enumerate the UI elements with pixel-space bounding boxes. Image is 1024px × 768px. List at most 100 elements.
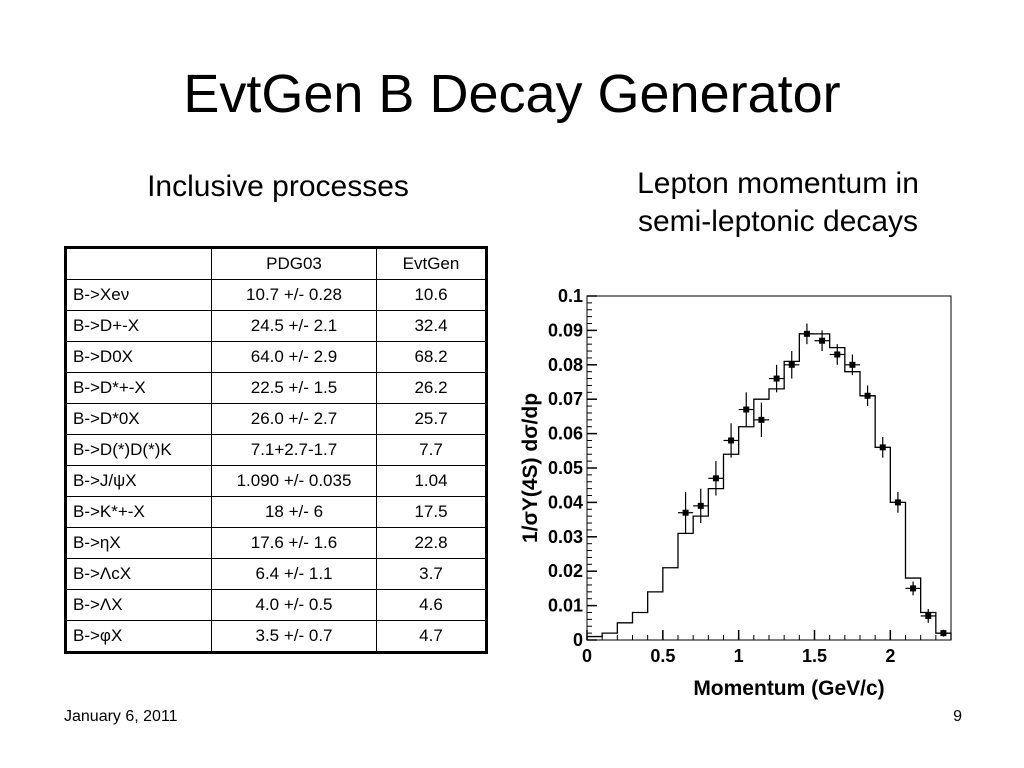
y-tick-label: 0.02: [548, 561, 583, 581]
data-point: [834, 351, 841, 358]
evtgen-cell: 10.6: [376, 279, 487, 311]
data-point: [728, 437, 735, 444]
slide-title: EvtGen B Decay Generator: [183, 64, 841, 124]
evtgen-cell: 32.4: [376, 310, 487, 342]
table-row: B->D(*)D(*)K 7.1+2.7-1.7 7.7: [65, 434, 487, 466]
table-row: B->ΛcX 6.4 +/- 1.1 3.7: [65, 558, 487, 590]
evtgen-cell: 4.6: [376, 589, 487, 621]
x-tick-label: 1: [734, 646, 744, 666]
lepton-momentum-chart: 0 0.01 0.02 0.03 0.04 0.05 0.06 0.07 0.08 0.09 0.1…: [519, 286, 952, 700]
pdg03-cell: 24.5 +/- 2.1: [211, 310, 377, 342]
y-tick-label: 0.09: [548, 320, 583, 340]
pdg03-cell: 17.6 +/- 1.6: [211, 527, 377, 559]
table-header-row: PDG03 EvtGen: [65, 247, 487, 280]
data-point: [743, 406, 750, 413]
y-tick-label: 0.06: [548, 424, 583, 444]
evtgen-cell: 25.7: [376, 403, 487, 435]
table-row: B->K*+-X 18 +/- 6 17.5: [65, 496, 487, 528]
process-cell: B->ηX: [65, 527, 212, 559]
evtgen-cell: 17.5: [376, 496, 487, 528]
data-point: [940, 630, 947, 637]
process-cell: B->D+-X: [65, 310, 212, 342]
pdg03-cell: 1.090 +/- 0.035: [211, 465, 377, 497]
process-cell: B->D*0X: [65, 403, 212, 435]
table-row: B->D+-X 24.5 +/- 2.1 32.4: [65, 310, 487, 342]
table-row: B->ΛX 4.0 +/- 0.5 4.6: [65, 589, 487, 621]
evtgen-cell: 22.8: [376, 527, 487, 559]
y-tick-label: 0.01: [548, 596, 583, 616]
pdg03-cell: 18 +/- 6: [211, 496, 377, 528]
evtgen-cell: 26.2: [376, 372, 487, 404]
process-cell: B->D(*)D(*)K: [65, 434, 212, 466]
lepton-momentum-plot: 0 0.01 0.02 0.03 0.04 0.05 0.06 0.07 0.08 0.09 0.1…: [515, 280, 965, 710]
evtgen-cell: 68.2: [376, 341, 487, 373]
lepton-momentum-heading-line-1: Lepton momentum in: [637, 167, 919, 200]
y-axis-label: 1/σΥ(4S) dσ/dp: [519, 393, 542, 543]
lepton-momentum-heading: Lepton momentum in semi-leptonic decays: [588, 165, 968, 241]
data-point: [773, 375, 780, 382]
y-tick-label: 0.05: [548, 458, 583, 478]
pdg03-cell: 26.0 +/- 2.7: [211, 403, 377, 435]
header-evtgen: EvtGen: [376, 247, 487, 280]
pdg03-cell: 3.5 +/- 0.7: [211, 620, 377, 653]
inclusive-processes-heading: Inclusive processes: [147, 170, 409, 203]
table-body: B->Xeν 10.7 +/- 0.28 10.6 B->D+-X 24.5 +/- …: [65, 279, 487, 653]
pdg03-cell: 6.4 +/- 1.1: [211, 558, 377, 590]
table-row: B->Xeν 10.7 +/- 0.28 10.6: [65, 279, 487, 311]
data-point: [697, 502, 704, 509]
evtgen-cell: 1.04: [376, 465, 487, 497]
data-point: [879, 444, 886, 451]
header-process: [65, 247, 212, 280]
evtgen-cell: 7.7: [376, 434, 487, 466]
data-point: [758, 416, 765, 423]
evtgen-histogram: [586, 333, 952, 640]
y-tick-label: 0: [573, 630, 583, 650]
evtgen-cell: 3.7: [376, 558, 487, 590]
process-cell: B->D*+-X: [65, 372, 212, 404]
pdg03-cell: 10.7 +/- 0.28: [211, 279, 377, 311]
footer-date: January 6, 2011: [64, 708, 178, 725]
data-point: [894, 499, 901, 506]
pdg03-cell: 22.5 +/- 1.5: [211, 372, 377, 404]
process-cell: B->Xeν: [65, 279, 212, 311]
x-tick-label: 2: [885, 646, 895, 666]
table-row: B->D0X 64.0 +/- 2.9 68.2: [65, 341, 487, 373]
process-cell: B->D0X: [65, 341, 212, 373]
pdg03-cell: 4.0 +/- 0.5: [211, 589, 377, 621]
pdg03-cell: 7.1+2.7-1.7: [211, 434, 377, 466]
page-number: 9: [953, 708, 962, 725]
table-row: B->J/ψX 1.090 +/- 0.035 1.04: [65, 465, 487, 497]
data-point: [712, 475, 719, 482]
x-tick-label: 0.5: [650, 646, 675, 666]
y-tick-label: 0.03: [548, 527, 583, 547]
table-row: B->φX 3.5 +/- 0.7 4.7: [65, 620, 487, 653]
branching-ratio-table: PDG03 EvtGen B->Xeν 10.7 +/- 0.28 10.6 B->…: [64, 246, 488, 654]
process-cell: B->φX: [65, 620, 212, 653]
data-point: [910, 585, 917, 592]
table-row: B->D*+-X 22.5 +/- 1.5 26.2: [65, 372, 487, 404]
header-pdg03: PDG03: [211, 247, 377, 280]
x-tick-label: 1.5: [802, 646, 827, 666]
y-tick-label: 0.04: [548, 492, 583, 512]
lepton-momentum-heading-line-2: semi-leptonic decays: [637, 205, 919, 238]
data-point: [788, 361, 795, 368]
process-cell: B->J/ψX: [65, 465, 212, 497]
y-tick-label: 0.08: [548, 355, 583, 375]
data-point: [682, 509, 689, 516]
data-point: [925, 612, 932, 619]
plot-frame: [586, 295, 952, 641]
data-point: [819, 337, 826, 344]
x-axis-label: Momentum (GeV/c): [693, 677, 884, 700]
process-cell: B->ΛcX: [65, 558, 212, 590]
y-tick-label: 0.1: [558, 286, 583, 306]
process-cell: B->K*+-X: [65, 496, 212, 528]
pdg03-cell: 64.0 +/- 2.9: [211, 341, 377, 373]
y-tick-label: 0.07: [548, 389, 583, 409]
data-point: [849, 361, 856, 368]
x-tick-label: 0: [582, 646, 592, 666]
data-point: [864, 392, 871, 399]
table-row: B->ηX 17.6 +/- 1.6 22.8: [65, 527, 487, 559]
process-cell: B->ΛX: [65, 589, 212, 621]
evtgen-cell: 4.7: [376, 620, 487, 653]
data-point: [803, 330, 810, 337]
